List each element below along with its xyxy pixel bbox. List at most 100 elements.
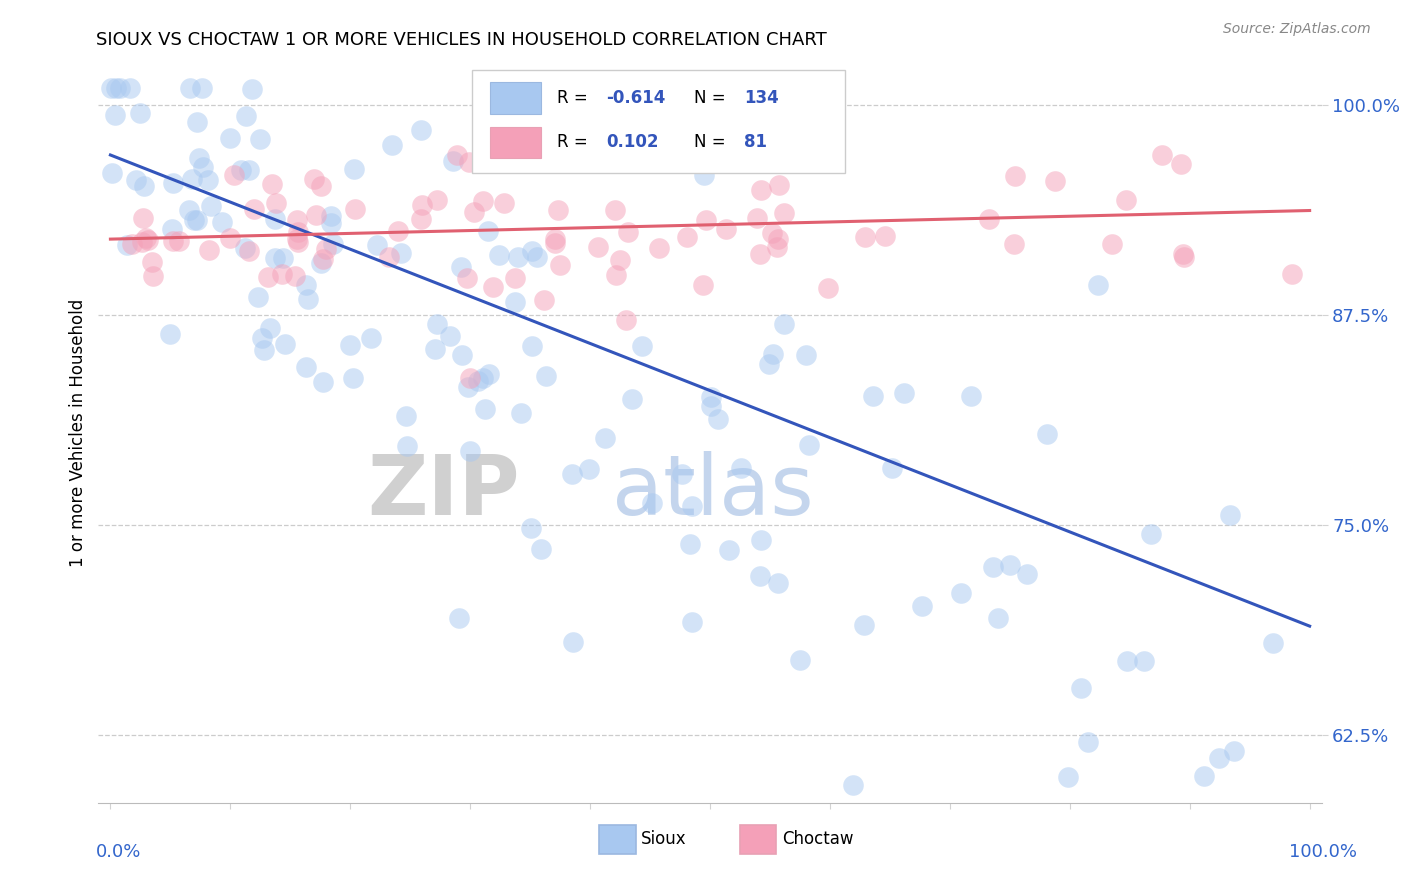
Point <box>474 401 496 416</box>
Point <box>766 240 789 254</box>
Point <box>125 173 148 187</box>
Point <box>439 329 461 343</box>
Point <box>911 599 934 613</box>
Point <box>520 339 543 353</box>
Text: R =: R = <box>557 134 593 152</box>
Point <box>768 178 790 193</box>
Point <box>377 250 399 264</box>
Point <box>309 256 332 270</box>
Point <box>218 231 240 245</box>
Point <box>981 560 1004 574</box>
Point <box>707 412 730 426</box>
Point <box>987 611 1010 625</box>
FancyBboxPatch shape <box>599 825 636 854</box>
Point <box>730 461 752 475</box>
Point <box>179 80 201 95</box>
Point <box>766 232 789 246</box>
Point <box>758 357 780 371</box>
Point <box>544 236 567 251</box>
Point <box>772 317 794 331</box>
Point <box>620 392 643 407</box>
Point <box>287 235 309 249</box>
Point <box>609 252 631 267</box>
Point <box>181 172 204 186</box>
Point <box>305 208 328 222</box>
Point <box>1002 236 1025 251</box>
Point <box>312 252 335 266</box>
Point <box>773 206 796 220</box>
Point <box>297 292 319 306</box>
Point <box>761 226 783 240</box>
Point <box>1077 735 1099 749</box>
Point <box>1132 654 1154 668</box>
Point <box>191 80 214 95</box>
Point <box>343 161 366 176</box>
Point <box>1281 267 1303 281</box>
Point <box>411 197 433 211</box>
Point <box>548 258 571 272</box>
Text: 134: 134 <box>744 89 779 107</box>
Point <box>1057 770 1080 784</box>
Point <box>679 537 702 551</box>
Point <box>117 238 139 252</box>
Point <box>700 399 723 413</box>
Text: N =: N = <box>695 134 725 152</box>
Point <box>446 148 468 162</box>
Point <box>186 115 208 129</box>
Point <box>862 389 884 403</box>
Text: Sioux: Sioux <box>641 830 686 848</box>
Point <box>1035 427 1057 442</box>
Point <box>998 558 1021 573</box>
Point <box>426 318 449 332</box>
Point <box>263 211 285 226</box>
Point <box>477 224 499 238</box>
Point <box>630 339 652 353</box>
Point <box>1171 247 1194 261</box>
Point <box>1115 193 1137 207</box>
Point <box>322 236 344 251</box>
Point <box>748 569 770 583</box>
Point <box>789 653 811 667</box>
Point <box>671 467 693 481</box>
Point <box>617 226 640 240</box>
Point <box>142 269 165 284</box>
Point <box>503 270 526 285</box>
Point <box>162 234 184 248</box>
Point <box>183 213 205 227</box>
Point <box>681 499 703 513</box>
Point <box>389 246 412 260</box>
Text: 0.0%: 0.0% <box>96 843 141 861</box>
Point <box>188 151 211 165</box>
Point <box>177 202 200 217</box>
Point <box>132 179 155 194</box>
Point <box>478 368 501 382</box>
Point <box>141 255 163 269</box>
Point <box>692 277 714 292</box>
Point <box>586 239 609 253</box>
Point <box>218 131 240 145</box>
Point <box>441 154 464 169</box>
Text: Source: ZipAtlas.com: Source: ZipAtlas.com <box>1223 22 1371 37</box>
Point <box>534 369 557 384</box>
Point <box>191 160 214 174</box>
Point <box>842 779 865 793</box>
Point <box>693 168 716 182</box>
Point <box>481 280 503 294</box>
Point <box>450 348 472 362</box>
Point <box>160 221 183 235</box>
Point <box>159 326 181 341</box>
FancyBboxPatch shape <box>471 70 845 173</box>
Point <box>197 173 219 187</box>
Point <box>108 80 131 95</box>
Y-axis label: 1 or more Vehicles in Household: 1 or more Vehicles in Household <box>69 299 87 566</box>
Point <box>100 80 122 95</box>
Point <box>471 194 494 209</box>
Point <box>766 576 789 591</box>
Point <box>458 444 481 458</box>
Point <box>1101 237 1123 252</box>
Point <box>695 213 717 227</box>
Text: R =: R = <box>557 89 593 107</box>
Point <box>1150 148 1173 162</box>
Point <box>472 371 495 385</box>
Point <box>960 389 983 403</box>
